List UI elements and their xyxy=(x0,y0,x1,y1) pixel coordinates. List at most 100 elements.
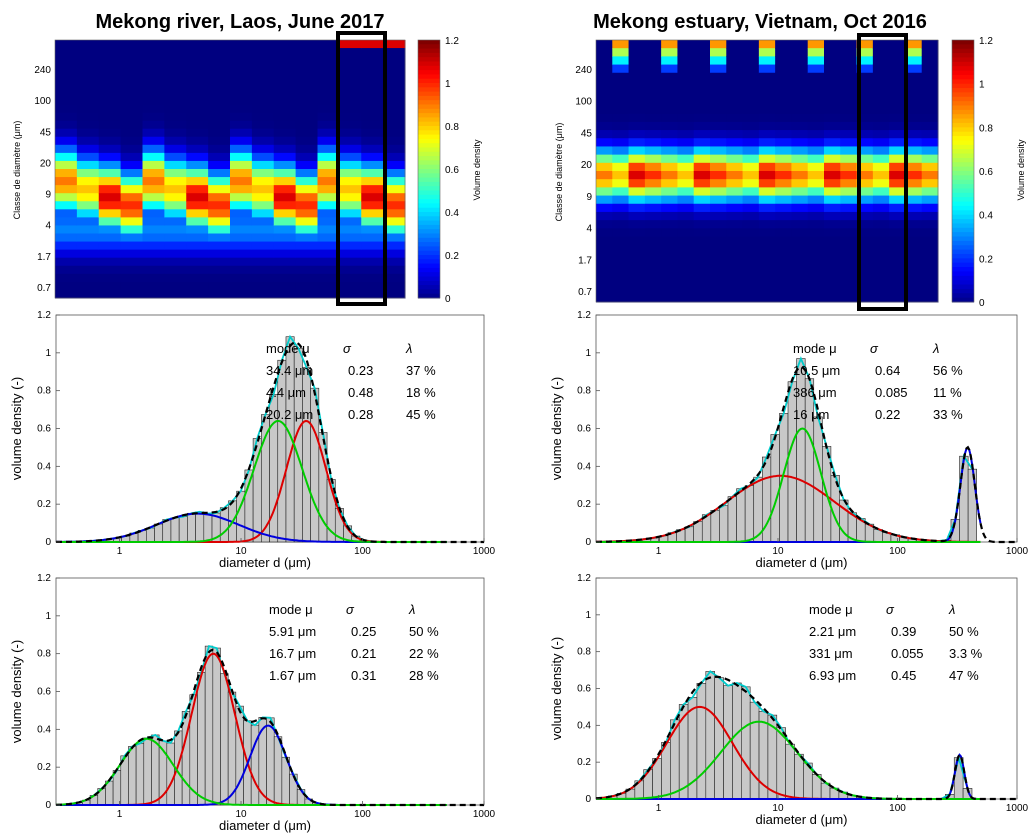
legend-value: 11 % xyxy=(933,385,962,400)
heatmap-cell xyxy=(921,121,939,131)
heatmap-cell xyxy=(677,195,695,205)
heatmap-cell xyxy=(76,249,100,259)
heatmap-cell xyxy=(142,48,165,57)
heatmap-cell xyxy=(856,97,874,106)
heatmap-cell xyxy=(742,211,760,221)
heatmap-cell xyxy=(295,169,319,178)
heatmap-cell xyxy=(856,261,874,270)
histogram-bar xyxy=(749,701,760,800)
heatmap-cell xyxy=(383,112,406,122)
heatmap-cell xyxy=(76,289,100,299)
heatmap-cell xyxy=(98,88,122,97)
heatmap-cell xyxy=(317,96,340,105)
heatmap-cell xyxy=(661,97,678,106)
heatmap-cell xyxy=(273,88,297,97)
heatmap-cell xyxy=(361,193,384,202)
heatmap-cell xyxy=(807,72,825,82)
heatmap-cell xyxy=(142,217,165,226)
colorbar-segment xyxy=(418,95,440,101)
colorbar-tick-label: 0.4 xyxy=(979,211,993,222)
heatmap-cell xyxy=(889,40,906,49)
heatmap-cell xyxy=(710,277,727,287)
legend-value: 0.085 xyxy=(875,385,908,400)
legend-value: 0.055 xyxy=(891,646,924,661)
heatmap-cell xyxy=(921,211,939,221)
colorbar-segment xyxy=(418,61,440,67)
heatmap-cell xyxy=(693,48,711,57)
heatmap-cell xyxy=(742,56,760,66)
heatmap-cell xyxy=(273,144,297,154)
heatmap-cell xyxy=(693,154,711,164)
legend-value: 34.4 μm xyxy=(266,363,313,378)
heatmap-cell xyxy=(726,48,744,57)
heatmap-cell xyxy=(824,105,841,115)
heatmap-cell xyxy=(677,187,695,197)
heatmap-cell xyxy=(186,201,209,210)
heatmap-cell xyxy=(98,273,122,283)
heatmap-cell xyxy=(742,97,760,106)
heatmap-cell xyxy=(230,104,253,114)
colorbar-segment xyxy=(418,151,440,157)
heatmap-cell xyxy=(824,64,841,74)
heatmap-cell xyxy=(807,146,825,156)
heatmap-cell xyxy=(98,209,122,218)
heatmap-cell xyxy=(889,138,906,147)
heatmap-cell xyxy=(164,152,187,162)
heatmap-cell xyxy=(230,249,253,259)
heatmap-cell xyxy=(742,244,760,254)
heatmap-cell xyxy=(55,281,78,291)
heatmap-cell xyxy=(208,217,231,226)
heatmap-cell xyxy=(142,265,165,275)
heatmap-cell xyxy=(677,269,695,278)
heatmap-cell xyxy=(889,261,906,270)
heatmap-cell xyxy=(644,130,662,139)
heatmap-cell xyxy=(208,289,231,299)
heatmap-cell xyxy=(840,130,858,139)
heatmap-cell xyxy=(230,160,253,170)
heatmap-cell xyxy=(693,203,711,213)
histogram-bar xyxy=(187,512,196,543)
heatmap-cell xyxy=(186,144,209,154)
heatmap-cell xyxy=(596,285,613,295)
heatmap-cell xyxy=(872,40,890,49)
heatmap-cell xyxy=(742,64,760,74)
heatmap-cell xyxy=(628,130,646,139)
heatmap-cell xyxy=(142,169,165,178)
heatmap-cell xyxy=(142,120,165,130)
heatmap-cell xyxy=(612,261,630,270)
heatmap-cell xyxy=(677,203,695,213)
heatmap-cell xyxy=(251,185,275,194)
heatmap-cell xyxy=(186,185,209,194)
heatmap-cell xyxy=(628,64,646,74)
heatmap-cell xyxy=(791,195,809,205)
heatmap-cell xyxy=(921,195,939,205)
heatmap-cell xyxy=(677,244,695,254)
colorbar-segment xyxy=(952,205,974,211)
colorbar-segment xyxy=(418,40,440,45)
heatmap-cell xyxy=(98,56,122,65)
heatmap-cell xyxy=(872,121,890,131)
heatmap-cell xyxy=(921,105,939,115)
heatmap-cell xyxy=(856,64,874,74)
heatmap-cell xyxy=(230,56,253,65)
heatmap-cell xyxy=(824,203,841,213)
legend-header-cell: λ xyxy=(408,602,415,617)
heatmap-cell xyxy=(726,130,744,139)
heatmap-cell xyxy=(905,244,923,254)
heatmap-cell xyxy=(889,203,906,213)
histogram-bar xyxy=(204,645,214,806)
heatmap-cell xyxy=(230,209,253,218)
heatmap-cell xyxy=(339,96,362,105)
heatmap-cell xyxy=(921,171,939,180)
heatmap-cell xyxy=(186,169,209,178)
heatmap-cell xyxy=(726,80,744,90)
heatmap-cell xyxy=(251,96,275,105)
heatmap-cell xyxy=(208,128,231,138)
heatmap-cell xyxy=(612,171,630,180)
heatmap-cell xyxy=(55,104,78,114)
heatmap-cell xyxy=(164,112,187,122)
heatmap-cell xyxy=(726,138,744,147)
heatmap-cell xyxy=(164,88,187,97)
heatmap-cell xyxy=(889,293,906,303)
heatmap-cell xyxy=(612,130,630,139)
